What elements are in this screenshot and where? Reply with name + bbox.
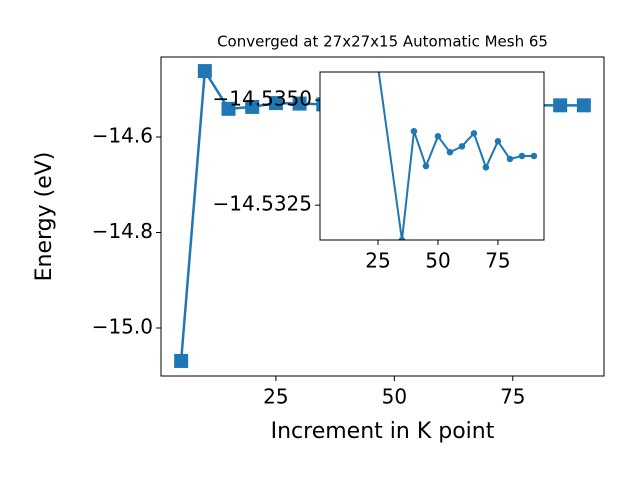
- x-tick-label: 50: [382, 385, 407, 409]
- x-tick-label: 25: [263, 385, 288, 409]
- x-tick-label: 75: [500, 385, 525, 409]
- x-tick-label: 75: [485, 249, 510, 273]
- data-point: [530, 152, 538, 160]
- axes: 25 50 75 −14.5350 −14.5325: [213, 71, 545, 273]
- data-point: [422, 162, 430, 170]
- data-point: [221, 101, 236, 116]
- data-point: [292, 96, 307, 111]
- data-point: [518, 152, 526, 160]
- chart-title: Converged at 27x27x15 Automatic Mesh 65: [217, 33, 548, 51]
- axes-frame: [319, 71, 545, 241]
- data-point: [398, 236, 406, 240]
- plot-area: [377, 72, 538, 240]
- data-point: [553, 98, 568, 113]
- data-point: [576, 98, 591, 113]
- y-tick-label: −14.5325: [213, 192, 312, 216]
- data-point: [458, 143, 466, 150]
- x-tick-label: 50: [425, 249, 450, 273]
- data-point: [410, 127, 418, 135]
- data-point: [197, 64, 212, 79]
- data-point: [434, 133, 442, 140]
- y-axis-label: Energy (eV): [32, 152, 57, 282]
- axes-frame: [160, 56, 605, 377]
- axes-background: [320, 72, 544, 240]
- y-tick-label: −14.8: [92, 219, 153, 243]
- data-point: [268, 96, 283, 111]
- data-point: [482, 164, 490, 171]
- x-tick-label: 25: [365, 249, 390, 273]
- y-tick-label: −15.0: [92, 315, 153, 339]
- data-point: [446, 148, 454, 156]
- data-point: [245, 99, 260, 114]
- x-axis-label: Increment in K point: [271, 419, 495, 444]
- data-point: [470, 130, 478, 137]
- data-point: [506, 155, 514, 163]
- data-point: [494, 138, 502, 145]
- y-tick-label: −14.5350: [213, 87, 312, 111]
- data-point: [174, 353, 189, 368]
- y-tick-label: −14.6: [92, 123, 153, 147]
